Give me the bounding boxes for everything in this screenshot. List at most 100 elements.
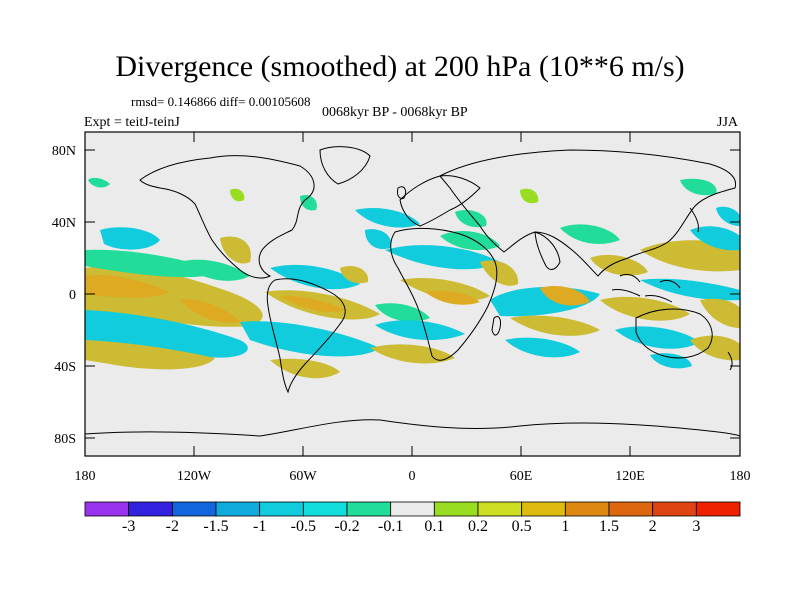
colorbar-label: -1: [252, 518, 267, 535]
coastline-asia: [439, 149, 737, 277]
field-region: [560, 224, 620, 244]
plot-title: Divergence (smoothed) at 200 hPa (10**6 …: [115, 50, 685, 83]
field-region: [680, 178, 717, 196]
lon-labels: 180 120W 60W 0 60E 120E 180: [75, 469, 751, 484]
field-region: [85, 310, 248, 358]
colorbar-swatch: [128, 501, 173, 517]
field-region: [700, 298, 740, 328]
field-region: [85, 274, 170, 298]
colorbar-swatch: [390, 501, 435, 517]
colorbar-swatch: [695, 501, 741, 517]
colorbar-label: 1: [561, 518, 570, 535]
field-region: [400, 277, 490, 301]
coastline-africa: [390, 227, 498, 361]
coastline-australia: [635, 308, 713, 359]
lat-label-80s: 80S: [54, 432, 76, 447]
field-region: [220, 236, 251, 264]
field-region: [520, 188, 539, 204]
lon-label-0: 0: [409, 469, 416, 484]
field-region: [180, 259, 250, 281]
field-region: [690, 335, 740, 361]
lon-label-180e: 180: [730, 469, 751, 484]
season-text: JJA: [717, 115, 739, 130]
coastline-uk: [397, 186, 407, 199]
lon-label-180w: 180: [75, 469, 96, 484]
lon-label-60e: 60E: [510, 469, 533, 484]
colorbar-swatch: [521, 501, 566, 517]
field-region: [365, 229, 391, 250]
lat-label-40n: 40N: [52, 216, 76, 231]
colorbar-label: -3: [121, 518, 136, 535]
field-region: [510, 315, 600, 336]
lon-label-120e: 120E: [615, 469, 645, 484]
experiment-text: Expt = teitJ-teinJ: [84, 115, 180, 130]
field-region: [340, 265, 369, 284]
field-region: [370, 344, 455, 364]
colorbar-swatch: [346, 501, 392, 517]
colorbar-swatch: [652, 501, 697, 517]
coastline-north-america: [139, 155, 315, 279]
field-region: [590, 254, 648, 276]
field-region: [505, 337, 580, 358]
colorbar-label: 0.1: [424, 518, 445, 535]
colorbar-swatch: [215, 501, 261, 517]
lat-label-0: 0: [69, 288, 76, 303]
field-region: [690, 226, 740, 251]
colorbar-label: -0.5: [290, 518, 316, 535]
field-region: [455, 209, 487, 228]
period-text: 0068kyr BP - 0068kyr BP: [322, 105, 468, 120]
field-region: [375, 320, 465, 341]
colorbar-swatch: [608, 501, 654, 517]
colorbar-label: 1.5: [599, 518, 619, 535]
colorbar-swatch: [433, 501, 479, 517]
coastline-south-america: [266, 278, 346, 394]
field-region: [270, 358, 340, 379]
field-region: [425, 290, 480, 305]
coastline-europe: [399, 175, 481, 227]
lat-labels: 80N 40N 0 40S 80S: [52, 144, 76, 447]
coastline-greenland: [319, 146, 371, 185]
field-region: [270, 264, 360, 290]
coastline-india: [534, 231, 561, 270]
field-region: [375, 303, 430, 322]
coastline-japan: [689, 207, 699, 233]
divergence-field: [85, 177, 740, 379]
field-region: [300, 194, 317, 211]
colorbar-label: 0.5: [511, 518, 532, 535]
colorbar-swatch: [477, 501, 523, 517]
lon-label-120w: 120W: [177, 469, 212, 484]
field-region: [640, 278, 740, 301]
field-region: [640, 240, 740, 272]
field-region: [650, 353, 692, 369]
field-region: [716, 206, 740, 226]
colorbar-label: -0.2: [334, 518, 360, 535]
colorbar-swatch: [302, 501, 348, 517]
lat-label-80n: 80N: [52, 144, 76, 159]
field-region: [85, 340, 215, 370]
axis-ticks: [85, 132, 740, 456]
field-region: [355, 207, 420, 228]
field-region: [88, 177, 110, 188]
field-region: [230, 188, 245, 202]
coastline-new-zealand: [727, 351, 733, 371]
field-region: [540, 285, 590, 306]
field-region: [280, 295, 345, 313]
lon-label-60w: 60W: [289, 469, 317, 484]
field-region: [440, 231, 500, 251]
coastline-indonesia: [611, 273, 681, 303]
coastlines: [85, 146, 740, 437]
colorbar-label: 3: [692, 518, 701, 535]
coastline-madagascar: [491, 315, 501, 336]
colorbar-swatch: [171, 501, 217, 517]
colorbar-label: -0.1: [377, 518, 404, 535]
colorbar-swatch: [564, 501, 610, 517]
colorbar-swatch: [259, 501, 304, 517]
stats-text: rmsd= 0.146866 diff= 0.00105608: [131, 94, 311, 109]
colorbar-label: 2: [648, 518, 657, 535]
coastline-antarctica: [85, 419, 740, 437]
field-region: [100, 227, 160, 250]
colorbar-swatch: [84, 501, 130, 517]
field-region: [240, 321, 380, 357]
colorbar: [84, 501, 741, 517]
